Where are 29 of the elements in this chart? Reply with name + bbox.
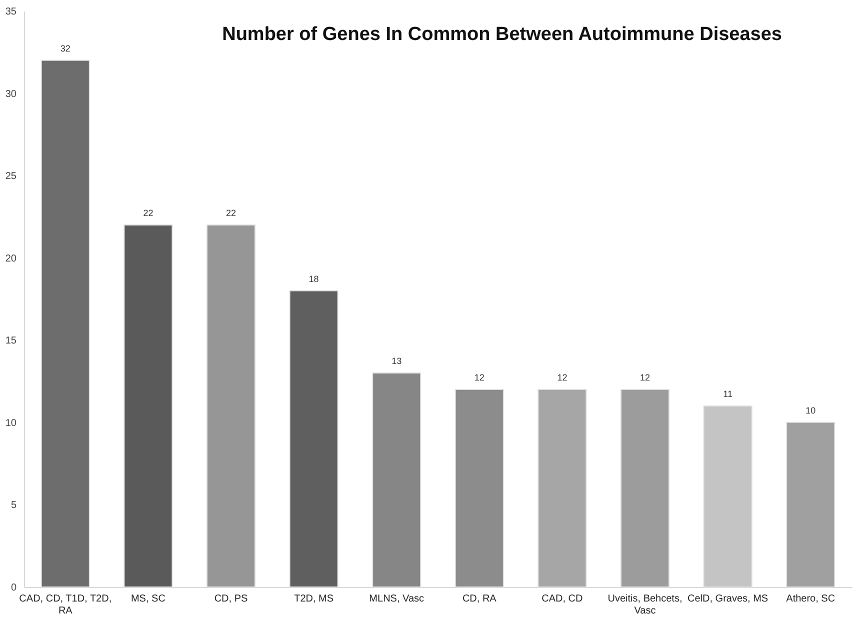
data-label: 12: [474, 372, 484, 383]
y-tick-label: 10: [5, 418, 17, 429]
data-label: 22: [143, 208, 154, 218]
y-tick-label: 5: [10, 500, 17, 512]
data-label: 12: [640, 372, 650, 383]
x-tick-label: MLNS, Vasc: [369, 594, 424, 604]
data-label: 18: [308, 274, 319, 284]
x-tick-label: MS, SC: [130, 594, 166, 604]
x-tick-label: CAD, CD: [542, 594, 583, 604]
x-tick-label: T2D, MS: [294, 594, 334, 604]
x-tick-label: Uveitis, Behcets, Vasc: [608, 594, 682, 616]
x-tick-label: CAD, CD, T1D, T2D, RA: [19, 594, 112, 616]
x-tick-label: Athero, SC: [786, 594, 836, 604]
data-label: 11: [723, 388, 732, 399]
x-tick-label: CD, PS: [214, 594, 248, 604]
y-tick-label: 25: [5, 171, 17, 182]
y-tick-label: 35: [5, 6, 17, 18]
y-tick-label: 0: [10, 582, 17, 594]
data-label: 13: [392, 356, 402, 366]
x-tick-label: CelD, Graves, MS: [688, 594, 768, 604]
data-label: 10: [806, 405, 816, 416]
y-tick-label: 20: [5, 253, 17, 264]
data-label: 12: [557, 372, 568, 383]
x-tick-label: CD, RA: [462, 594, 497, 604]
y-tick-label: 30: [5, 88, 17, 100]
data-label: 32: [60, 43, 70, 54]
text: Number of Genes In Common Between Autoimmune Diseases: [222, 24, 782, 45]
y-tick-label: 15: [5, 336, 17, 347]
data-label: 22: [226, 208, 236, 218]
